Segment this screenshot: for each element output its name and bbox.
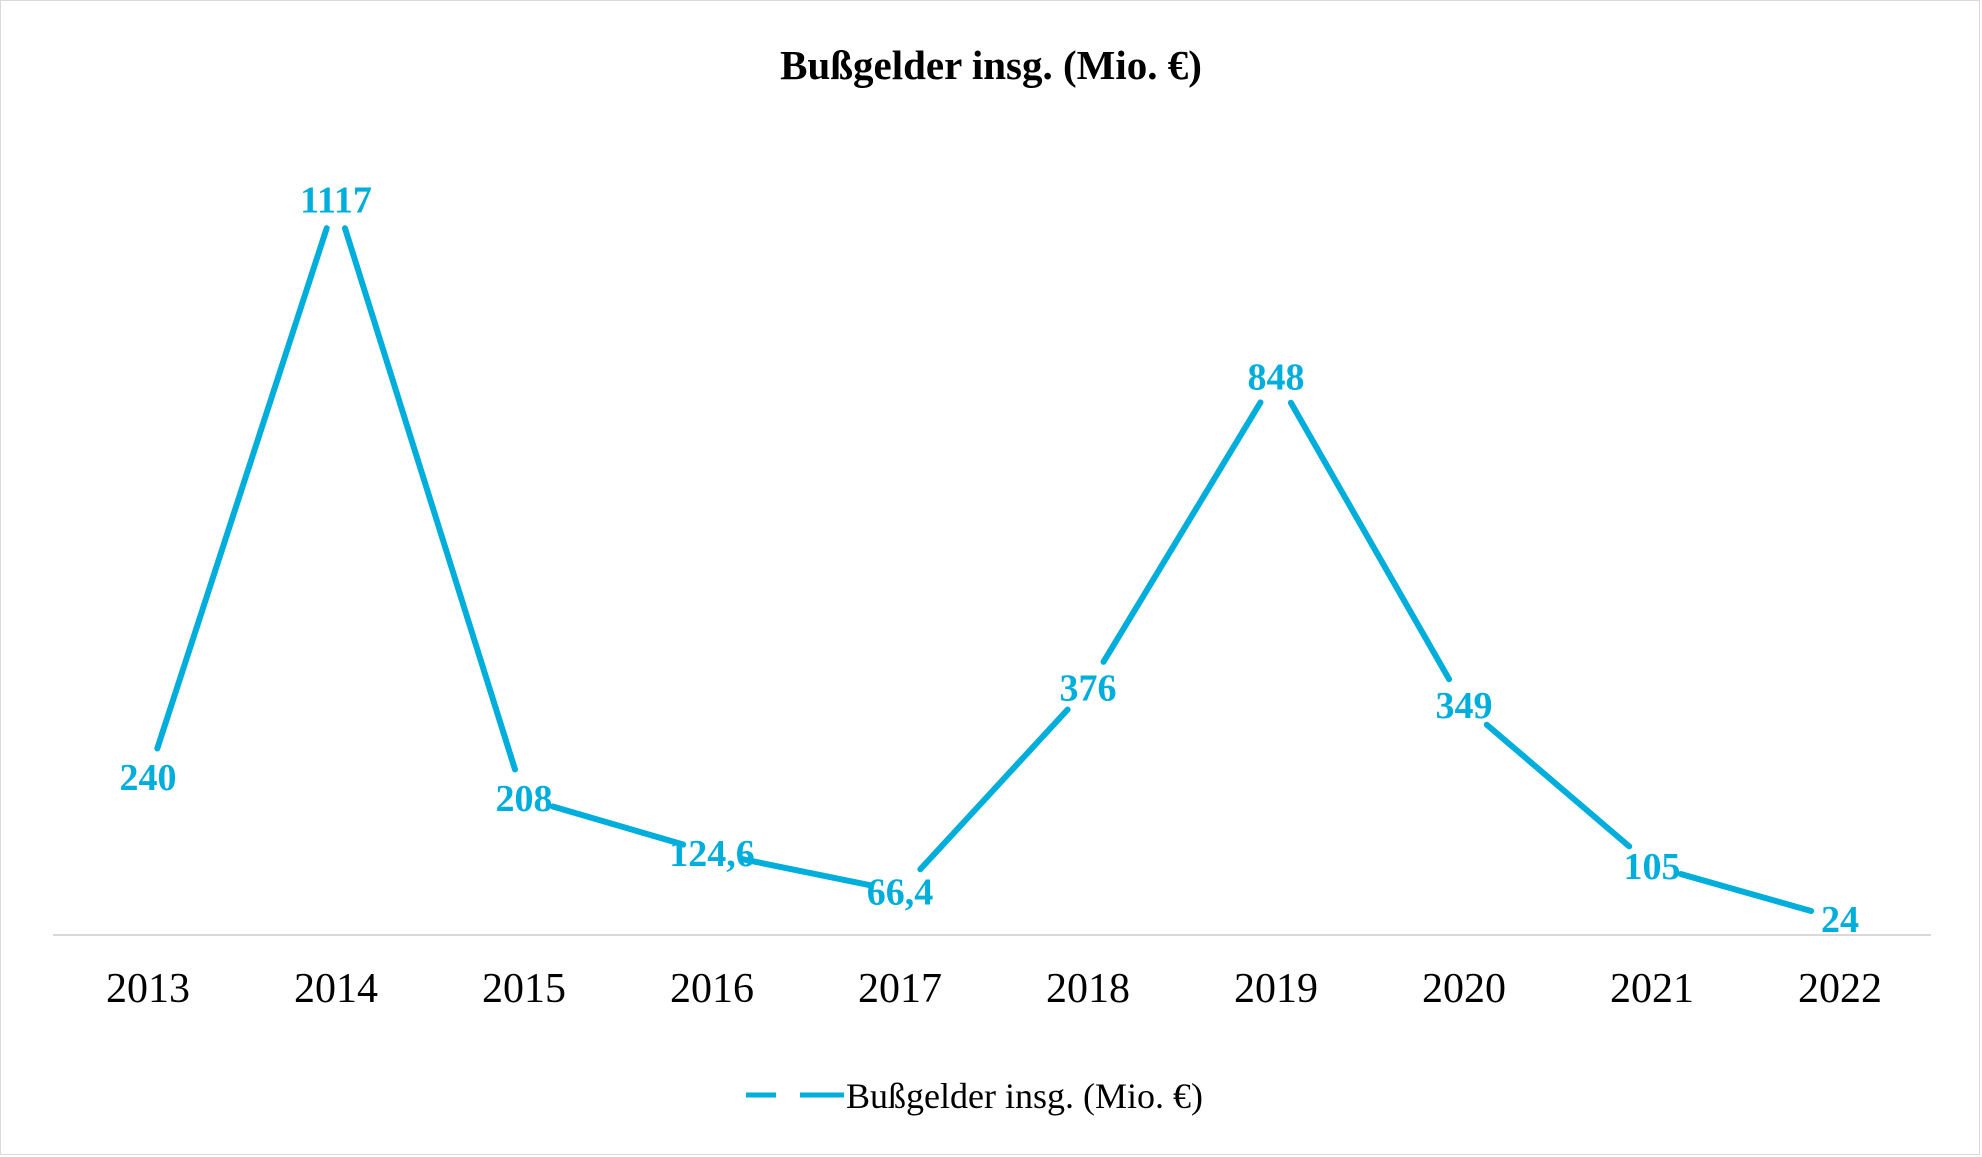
series-line-segment bbox=[1483, 721, 1633, 850]
data-label: 66,4 bbox=[867, 871, 934, 913]
x-tick-label: 2017 bbox=[858, 966, 942, 1012]
legend-label: Bußgelder insg. (Mio. €) bbox=[846, 1076, 1203, 1116]
x-tick-label: 2022 bbox=[1798, 966, 1882, 1012]
series-line-segment bbox=[154, 225, 330, 752]
series-line-segment bbox=[917, 706, 1071, 873]
x-tick-label: 2018 bbox=[1046, 966, 1130, 1012]
x-tick-label: 2014 bbox=[294, 966, 378, 1012]
chart-title: Bußgelder insg. (Mio. €) bbox=[780, 42, 1202, 88]
series-layer bbox=[154, 225, 1815, 915]
data-label: 240 bbox=[120, 757, 177, 799]
x-tick-label: 2015 bbox=[482, 966, 566, 1012]
series-line-segment bbox=[549, 803, 687, 848]
data-label: 848 bbox=[1248, 357, 1305, 399]
data-label: 1117 bbox=[300, 180, 372, 222]
x-tick-label: 2020 bbox=[1422, 966, 1506, 1012]
data-labels: 240 1117 208 124,6 66,4 376 848 349 105 24 bbox=[120, 180, 1860, 942]
series-line-segment bbox=[738, 855, 874, 889]
data-label: 208 bbox=[496, 778, 553, 820]
legend: Bußgelder insg. (Mio. €) bbox=[746, 1076, 1203, 1116]
series-line-segment bbox=[1677, 871, 1815, 915]
x-tick-label: 2021 bbox=[1610, 966, 1694, 1012]
data-label: 105 bbox=[1624, 846, 1681, 888]
x-tick-label: 2013 bbox=[106, 966, 190, 1012]
series-line-segment bbox=[1100, 399, 1264, 665]
data-label: 376 bbox=[1060, 667, 1117, 709]
data-label: 124,6 bbox=[669, 833, 755, 875]
x-tick-label: 2019 bbox=[1234, 966, 1318, 1012]
series-line-segment bbox=[1287, 399, 1453, 683]
series-line-segment bbox=[341, 225, 519, 773]
data-label: 349 bbox=[1436, 685, 1493, 727]
x-tick-labels: 2013 2014 2015 2016 2017 2018 2019 2020 2021 2022 bbox=[106, 966, 1882, 1012]
data-label: 24 bbox=[1821, 899, 1859, 941]
x-tick-label: 2016 bbox=[670, 966, 754, 1012]
